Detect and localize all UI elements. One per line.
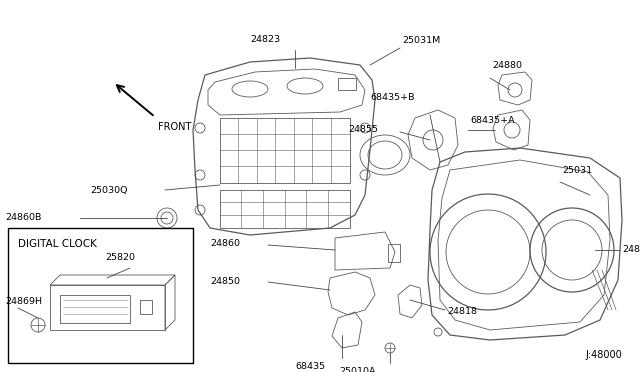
Bar xyxy=(60,295,130,323)
Text: 68435+B: 68435+B xyxy=(370,93,415,103)
Bar xyxy=(220,190,350,228)
Text: 25031: 25031 xyxy=(562,166,592,175)
Text: 24860B: 24860B xyxy=(5,214,42,222)
Text: 24818: 24818 xyxy=(447,308,477,317)
Text: 24855: 24855 xyxy=(348,125,378,135)
Text: 24813: 24813 xyxy=(622,246,640,254)
Text: 24880: 24880 xyxy=(492,61,522,70)
Bar xyxy=(50,285,165,330)
Bar xyxy=(388,244,400,262)
Text: 68435: 68435 xyxy=(295,362,325,371)
Text: 68435+A: 68435+A xyxy=(470,116,515,125)
Text: 25820: 25820 xyxy=(105,253,135,262)
Text: 25010A: 25010A xyxy=(340,367,376,372)
Text: J:48000: J:48000 xyxy=(585,350,622,360)
Text: 24860: 24860 xyxy=(210,238,240,247)
Text: 24850: 24850 xyxy=(210,278,240,286)
Text: 24823: 24823 xyxy=(250,35,280,44)
Bar xyxy=(8,228,193,363)
Bar xyxy=(140,300,152,314)
Text: 24869H: 24869H xyxy=(5,298,42,307)
Text: DIGITAL CLOCK: DIGITAL CLOCK xyxy=(18,239,97,249)
Bar xyxy=(338,78,356,90)
Bar xyxy=(220,118,350,183)
Text: 25030Q: 25030Q xyxy=(90,186,127,195)
Text: 25031M: 25031M xyxy=(402,36,440,45)
Text: FRONT: FRONT xyxy=(158,122,191,132)
